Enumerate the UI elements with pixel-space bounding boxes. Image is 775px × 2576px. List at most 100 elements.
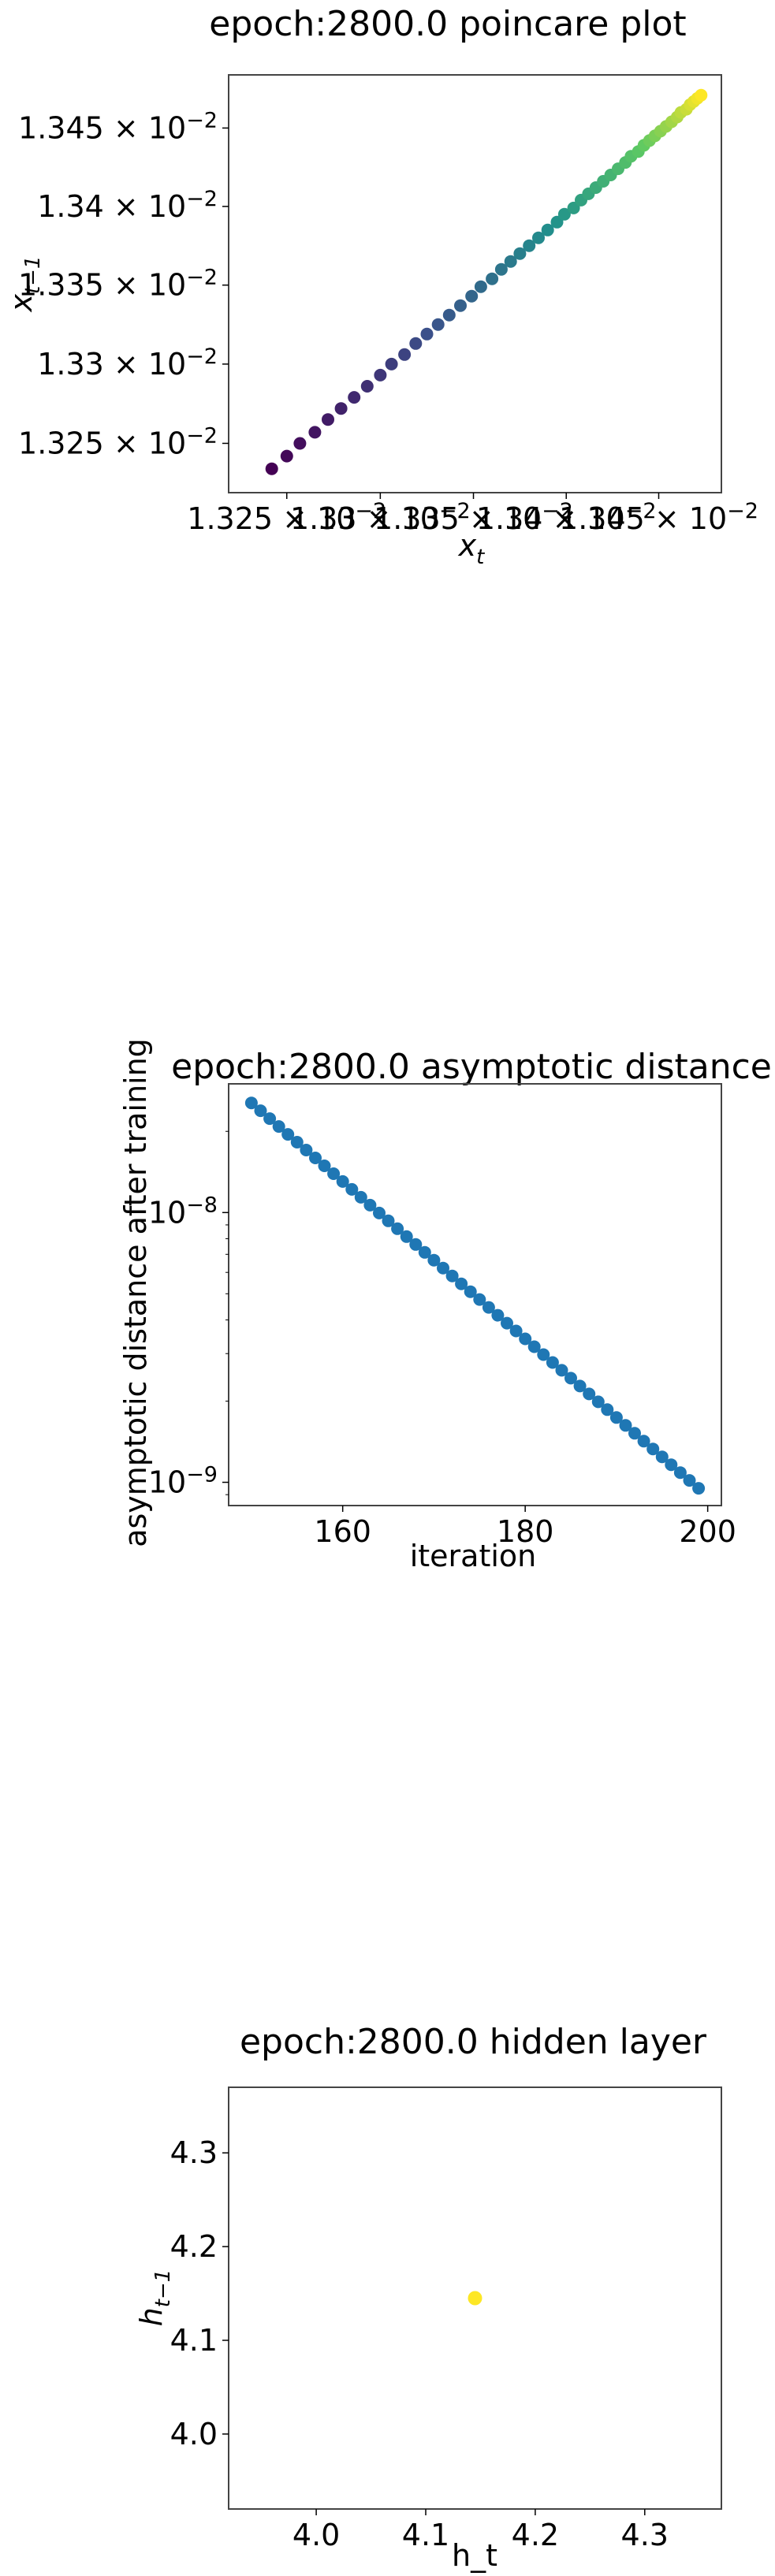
asymptotic-point: [437, 1261, 449, 1275]
asymptotic-point: [427, 1253, 441, 1267]
asymptotic-point: [637, 1435, 650, 1448]
asymptotic-chart: epoch:2800.0 asymptotic distance 160 180 2…: [118, 1038, 772, 1573]
poincare-point: [308, 426, 322, 439]
asymptotic-point: [318, 1160, 331, 1172]
asymptotic-point: [455, 1277, 468, 1290]
asymptotic-x-tick-label: 180: [497, 1514, 554, 1549]
asymptotic-point: [281, 1128, 295, 1141]
poincare-point: [265, 462, 278, 475]
poincare-x-label-sub: t: [476, 545, 485, 569]
hidden-layer-y-tick-label: 4.0: [170, 2417, 218, 2451]
asymptotic-point: [673, 1466, 687, 1480]
asymptotic-point: [583, 1387, 596, 1401]
poincare-chart: epoch:2800.0 poincare plot 1.325 × 10−21…: [4, 4, 758, 569]
asymptotic-point: [263, 1112, 277, 1126]
poincare-point: [494, 262, 508, 276]
asymptotic-point: [272, 1120, 285, 1134]
asymptotic-point: [244, 1096, 258, 1110]
poincare-point: [474, 280, 487, 293]
poincare-point: [465, 289, 479, 303]
poincare-x-tick-label: 1.325 × 10−2: [187, 499, 386, 536]
asymptotic-point: [655, 1450, 669, 1464]
asymptotic-point: [546, 1356, 559, 1369]
poincare-point: [360, 380, 374, 393]
asymptotic-point: [601, 1403, 614, 1416]
hidden-layer-plot-area: [228, 2086, 722, 2510]
hidden-layer-y-tick-label: 4.2: [170, 2229, 218, 2264]
poincare-point: [550, 215, 564, 229]
asymptotic-point: [354, 1190, 367, 1204]
poincare-point: [409, 337, 423, 350]
hidden-layer-y-tick-label: 4.1: [170, 2323, 218, 2358]
asymptotic-y-tick-label: 10−8: [148, 1193, 218, 1230]
asymptotic-point: [501, 1316, 513, 1330]
poincare-point: [374, 368, 387, 382]
asymptotic-point: [418, 1245, 431, 1259]
asymptotic-point: [482, 1301, 495, 1314]
poincare-point: [322, 413, 334, 426]
asymptotic-point: [564, 1372, 577, 1385]
poincare-point: [504, 255, 517, 268]
asymptotic-point: [491, 1308, 505, 1322]
poincare-point: [557, 207, 571, 221]
asymptotic-point: [609, 1411, 623, 1424]
poincare-ticks: 1.325 × 10−21.33 × 10−21.335 × 10−21.34 …: [18, 108, 758, 536]
poincare-y-tick-label: 1.325 × 10−2: [18, 423, 218, 460]
poincare-point: [280, 449, 293, 463]
poincare-point: [398, 348, 412, 361]
asymptotic-point: [509, 1324, 523, 1338]
asymptotic-point: [519, 1332, 532, 1346]
asymptotic-point: [683, 1474, 696, 1487]
asymptotic-point: [400, 1230, 413, 1243]
hidden-layer-x-tick-label: 4.3: [621, 2518, 669, 2552]
poincare-point: [385, 357, 398, 370]
poincare-plot-area: [228, 74, 722, 493]
poincare-y-tick-label: 1.345 × 10−2: [18, 108, 218, 145]
hidden-layer-y-label-main: h: [134, 2307, 169, 2326]
poincare-point: [348, 391, 361, 404]
asymptotic-point: [619, 1419, 632, 1432]
asymptotic-point: [290, 1136, 304, 1148]
poincare-x-label-main: x: [458, 528, 477, 563]
poincare-x-tick-label: 1.335 × 10−2: [374, 499, 573, 536]
asymptotic-point: [591, 1395, 605, 1409]
asymptotic-point: [382, 1214, 395, 1227]
asymptotic-point: [665, 1458, 678, 1472]
asymptotic-point: [391, 1222, 404, 1235]
poincare-y-tick-label: 1.34 × 10−2: [37, 187, 218, 224]
asymptotic-y-tick-label: 10−9: [148, 1463, 218, 1500]
asymptotic-ticks: 160 180 200 10−8 10−9: [148, 1130, 736, 1549]
hidden-layer-y-tick-label: 4.3: [170, 2135, 218, 2170]
asymptotic-point: [445, 1269, 459, 1282]
hidden-layer-title: epoch:2800.0 hidden layer: [240, 2022, 707, 2062]
asymptotic-points: [244, 1096, 706, 1495]
hidden-layer-x-tick-label: 4.1: [402, 2518, 449, 2552]
hidden-layer-chart: epoch:2800.0 hidden layer 4.0 4.1 4.2 4.3 4.…: [134, 2022, 722, 2573]
poincare-x-tick-label: 1.33 × 10−2: [290, 499, 471, 536]
hidden-layer-x-tick-label: 4.0: [292, 2518, 340, 2552]
asymptotic-point: [573, 1379, 587, 1393]
poincare-title: epoch:2800.0 poincare plot: [209, 4, 686, 44]
poincare-y-tick-label: 1.335 × 10−2: [18, 266, 218, 303]
poincare-point: [695, 88, 708, 102]
asymptotic-x-label: iteration: [410, 1539, 537, 1573]
asymptotic-point: [254, 1104, 267, 1118]
asymptotic-point: [363, 1198, 377, 1212]
asymptotic-point: [373, 1206, 386, 1219]
asymptotic-point: [345, 1182, 359, 1196]
asymptotic-plot-area: [228, 1083, 722, 1506]
poincare-y-label-sub: t−1: [21, 255, 45, 294]
poincare-point: [293, 437, 307, 450]
poincare-x-tick-label: 1.345 × 10−2: [559, 499, 758, 536]
asymptotic-point: [336, 1174, 349, 1188]
hidden-layer-y-label: ht−1: [134, 2269, 175, 2327]
hidden-layer-points: [468, 2291, 483, 2306]
poincare-point: [567, 201, 580, 214]
poincare-point: [532, 231, 545, 244]
poincare-x-label: xt: [458, 528, 486, 569]
poincare-point: [486, 272, 499, 285]
poincare-point: [420, 327, 434, 341]
hidden-layer-point: [468, 2291, 483, 2306]
asymptotic-title: epoch:2800.0 asymptotic distance: [171, 1047, 772, 1087]
